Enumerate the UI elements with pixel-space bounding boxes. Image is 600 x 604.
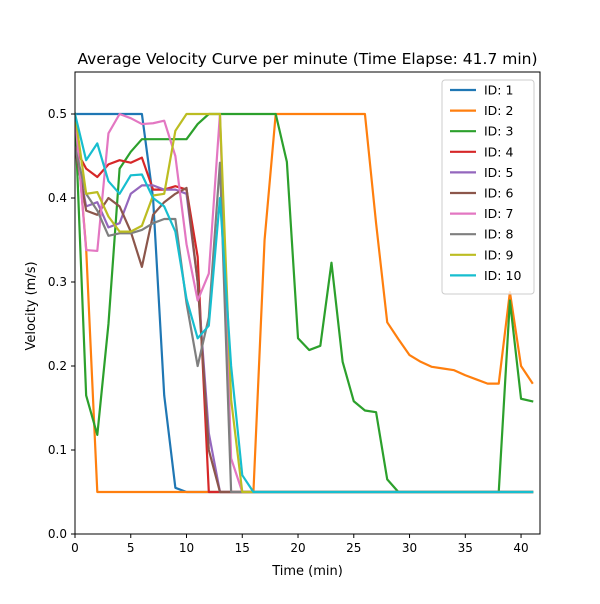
plot-area: 0 5 10 15 20 25 30 35 40 0.0 0.1 0.2 0.3 0.4 0.5 [48,71,541,555]
x-tick-label: 20 [290,541,305,555]
y-tick-label: 0.3 [48,275,67,289]
x-tick-label: 35 [458,541,473,555]
legend-label-8: ID: 8 [484,227,513,242]
legend-box [441,79,535,295]
x-tick-label: 0 [71,541,79,555]
x-tick-label: 30 [402,541,417,555]
series-lines [75,112,534,494]
legend: ID: 1 ID: 2 ID: 3 ID: 4 ID: 5 ID: 6 ID: 7 ID: 8… [441,79,535,295]
legend-label-3: ID: 3 [484,124,513,139]
chart-title: Average Velocity Curve per minute (Time … [77,50,537,68]
legend-label-2: ID: 2 [484,103,513,118]
y-tick-label: 0.5 [48,107,67,121]
legend-label-1: ID: 1 [484,83,513,98]
y-tick-label: 0.1 [48,443,67,457]
x-tick-label: 25 [346,541,361,555]
y-tick-label: 0.4 [48,191,67,205]
legend-label-7: ID: 7 [484,206,513,221]
x-axis-label: Time (min) [271,564,343,579]
legend-label-6: ID: 6 [484,186,513,201]
axes-frame [74,71,541,535]
x-tick-label: 15 [235,541,250,555]
series-line-10 [75,112,534,494]
legend-label-4: ID: 4 [484,144,513,159]
series-line-2 [75,112,534,494]
x-tick-label: 5 [127,541,135,555]
legend-label-10: ID: 10 [484,268,521,283]
y-tick-label: 0.2 [48,359,67,373]
x-tick-label: 40 [513,541,528,555]
x-tick-label: 10 [179,541,194,555]
y-axis-label: Velocity (m/s) [24,261,39,350]
y-tick-label: 0.0 [48,527,67,541]
legend-label-5: ID: 5 [484,165,513,180]
legend-label-9: ID: 9 [484,247,513,262]
